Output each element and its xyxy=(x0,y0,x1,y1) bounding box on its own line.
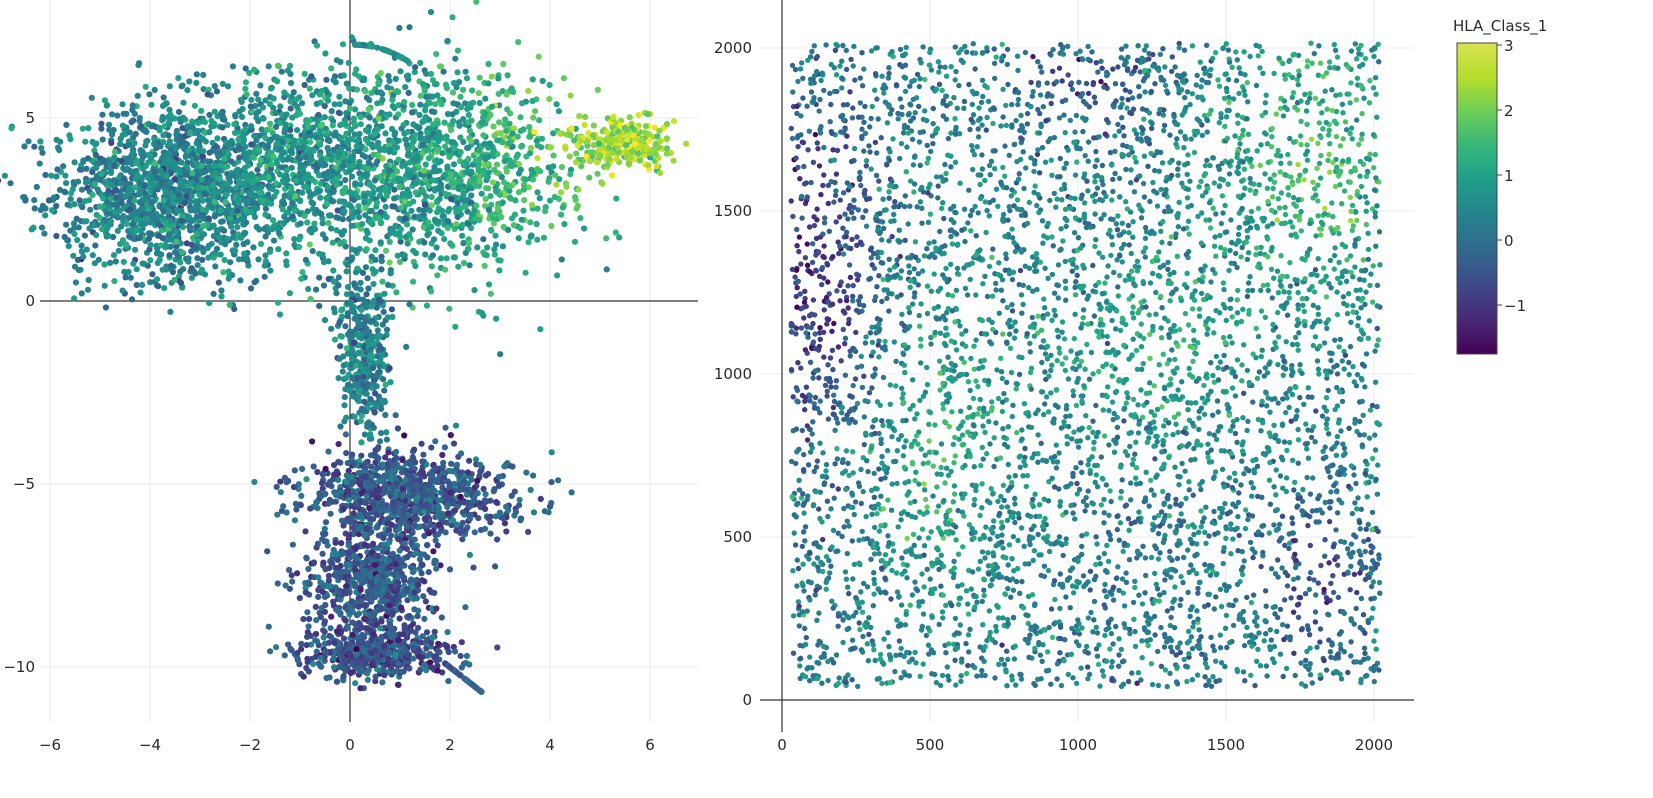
colorbar-tick-label: 1 xyxy=(1504,167,1514,185)
spatial-y-axis: 0 500 1000 1500 2000 xyxy=(714,39,752,709)
spatial-zero-lines xyxy=(760,0,1414,732)
colorbar-tick-label: 3 xyxy=(1504,37,1514,55)
colorbar: HLA_Class_1 3 2 1 0 −1 xyxy=(1453,17,1547,355)
embedding-points[interactable] xyxy=(0,0,690,696)
y-tick-label: −5 xyxy=(13,475,35,493)
embedding-x-axis: −6 −4 −2 0 2 4 6 xyxy=(39,736,655,754)
colorbar-ticks: 3 2 1 0 −1 xyxy=(1497,37,1526,315)
spatial-x-axis: 0 500 1000 1500 2000 xyxy=(777,736,1393,754)
x-tick-label: 2 xyxy=(445,736,455,754)
colorbar-bar xyxy=(1456,42,1498,355)
colorbar-tick-label: −1 xyxy=(1504,297,1526,315)
colorbar-title: HLA_Class_1 xyxy=(1453,17,1547,36)
y-tick-label: 5 xyxy=(25,109,35,127)
spatial-points[interactable] xyxy=(788,40,1383,690)
y-tick-label: −10 xyxy=(3,658,35,676)
y-tick-label: 1500 xyxy=(714,202,752,220)
x-tick-label: 1000 xyxy=(1059,736,1097,754)
y-tick-label: 500 xyxy=(723,528,752,546)
embedding-y-axis: −10 −5 0 5 xyxy=(3,109,35,676)
embedding-plot[interactable]: −6 −4 −2 0 2 4 6 −10 −5 0 5 xyxy=(0,0,698,754)
y-tick-label: 1000 xyxy=(714,365,752,383)
colorbar-tick-label: 0 xyxy=(1504,232,1514,250)
y-tick-label: 2000 xyxy=(714,39,752,57)
x-tick-label: 2000 xyxy=(1355,736,1393,754)
x-tick-label: 1500 xyxy=(1207,736,1245,754)
spatial-plot[interactable]: 0 500 1000 1500 2000 0 500 1000 1500 2000 xyxy=(714,0,1414,754)
x-tick-label: −4 xyxy=(139,736,161,754)
x-tick-label: 0 xyxy=(777,736,787,754)
y-tick-label: 0 xyxy=(25,292,35,310)
x-tick-label: 4 xyxy=(545,736,555,754)
x-tick-label: −6 xyxy=(39,736,61,754)
x-tick-label: 500 xyxy=(916,736,945,754)
y-tick-label: 0 xyxy=(742,691,752,709)
x-tick-label: 0 xyxy=(345,736,355,754)
x-tick-label: −2 xyxy=(239,736,261,754)
colorbar-tick-label: 2 xyxy=(1504,102,1514,120)
x-tick-label: 6 xyxy=(645,736,655,754)
